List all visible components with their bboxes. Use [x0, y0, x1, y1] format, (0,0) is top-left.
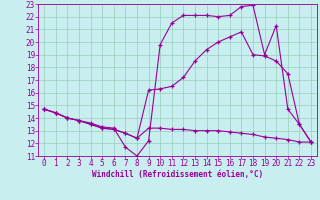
- X-axis label: Windchill (Refroidissement éolien,°C): Windchill (Refroidissement éolien,°C): [92, 170, 263, 179]
